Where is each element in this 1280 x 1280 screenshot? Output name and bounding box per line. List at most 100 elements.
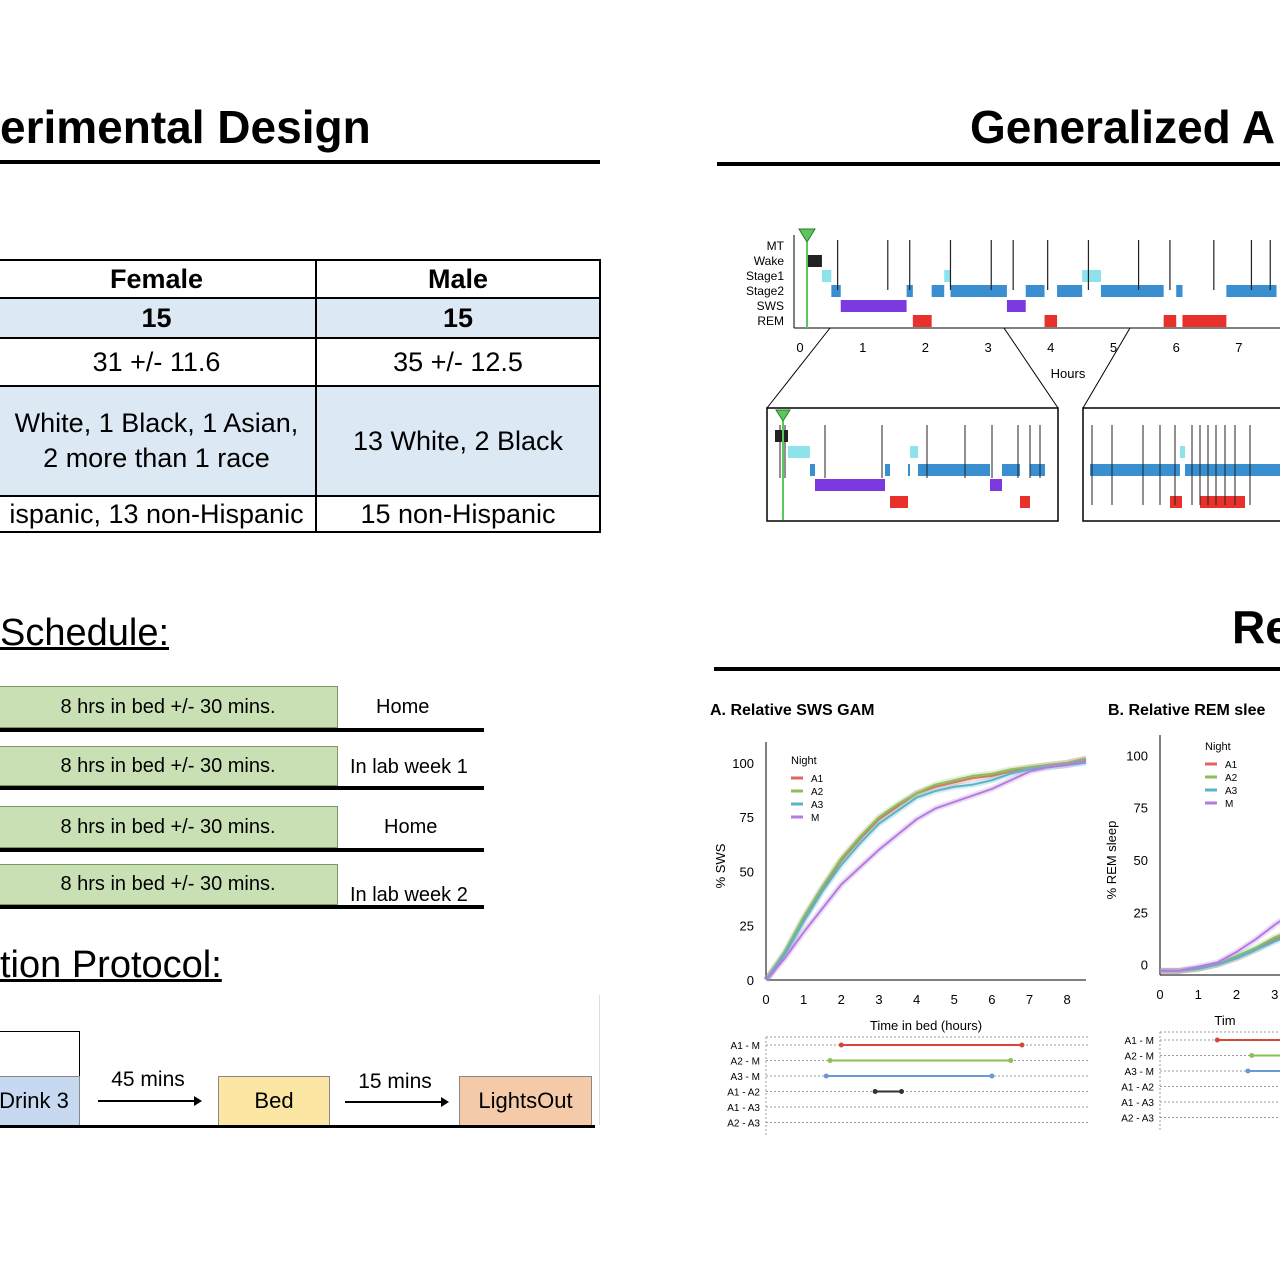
schedule-location-label: In lab week 2 (350, 884, 468, 906)
zoom-stage-segment (1090, 464, 1180, 476)
left-title-rule (0, 160, 600, 164)
x-tick-label: 6 (988, 992, 995, 1007)
zoom-stage-segment (910, 446, 918, 458)
y-tick-label: 50 (740, 864, 754, 879)
results-rule (714, 667, 1280, 671)
schedule-location-label: Home (384, 816, 438, 838)
stage-segment (1100, 285, 1164, 297)
series-line (1160, 919, 1280, 972)
y-tick-label: 75 (1134, 801, 1148, 816)
zoom-stage-segment (1185, 464, 1280, 476)
stage-segment (821, 270, 832, 282)
cell-male-age: 35 +/- 12.5 (315, 337, 601, 387)
cell-female-age: 31 +/- 11.6 (0, 337, 317, 387)
zoom-stage-segment (1002, 464, 1020, 476)
comparison-label: A1 - A2 (1121, 1083, 1154, 1094)
y-tick-label: 50 (1134, 853, 1148, 868)
comparison-start-point (1214, 1037, 1220, 1043)
zoom-stage-segment (890, 496, 908, 508)
hours-tick-label: 0 (796, 340, 803, 355)
series-ribbon (1160, 936, 1280, 974)
y-tick-label: 0 (1141, 958, 1148, 973)
header-female: Female (0, 259, 317, 299)
y-axis-label: % REM sleep (1104, 821, 1119, 900)
left-section-title: erimental Design (0, 101, 371, 153)
zoom-box-early (766, 407, 1059, 522)
legend-title: Night (1205, 741, 1231, 753)
legend-label: A2 (1225, 773, 1238, 784)
rem-gam-chart: B. Relative REM slee 0 25 50 75 100 0 1 2 3 Tim % R… (1104, 702, 1280, 1130)
zoom-guide (1082, 327, 1131, 409)
y-tick-label: 25 (740, 919, 754, 934)
cell-female-race: White, 1 Black, 1 Asian, 2 more than 1 r… (0, 385, 317, 497)
y-tick-label: 100 (732, 756, 754, 771)
stage-label: REM (757, 314, 784, 328)
zoom-stage-segment (990, 479, 1002, 491)
chart-title: B. Relative REM slee (1108, 702, 1266, 719)
results-title: Re (1232, 601, 1280, 653)
comparison-end-point (899, 1089, 905, 1094)
demographics-table: Female Male 15 15 31 +/- 11.6 35 +/- 12.… (0, 259, 601, 533)
hours-axis-label: Hours (1051, 366, 1086, 381)
protocol-heading: tion Protocol: (0, 944, 222, 986)
legend-label: A3 (1225, 786, 1238, 797)
x-tick-label: 8 (1064, 992, 1071, 1007)
zoom-stage-segment (788, 446, 810, 458)
legend-label: M (811, 813, 819, 824)
schedule-location-label: In lab week 1 (350, 756, 468, 778)
hours-tick-label: 1 (859, 340, 866, 355)
comparison-start-point (872, 1089, 878, 1094)
zoom-stage-segment (1200, 496, 1245, 508)
comparison-end-point (1019, 1042, 1025, 1048)
cell-female-ethnicity: ispanic, 13 non-Hispanic (0, 495, 317, 533)
zoom-stage-segment (1030, 464, 1045, 476)
comparison-start-point (827, 1058, 833, 1063)
stage-segment (912, 315, 932, 327)
schedule-bar: 8 hrs in bed +/- 30 mins. (0, 806, 338, 848)
legend-label: A1 (811, 774, 824, 785)
x-tick-label: 3 (1271, 987, 1278, 1002)
x-tick-label: 1 (1195, 987, 1202, 1002)
comparison-label: A1 - A3 (727, 1103, 760, 1114)
x-tick-label: 1 (800, 992, 807, 1007)
hours-tick-label: 4 (1047, 340, 1054, 355)
hours-tick-label: 5 (1110, 340, 1117, 355)
stage-label: MT (767, 239, 785, 253)
cell-male-race: 13 White, 2 Black (315, 385, 601, 497)
x-tick-label: 3 (875, 992, 882, 1007)
zoom-stage-segment (885, 464, 890, 476)
stage-segment (931, 285, 945, 297)
stage-segment (950, 285, 1007, 297)
cell-male-count: 15 (315, 297, 601, 339)
x-axis-label: Time in bed (hours) (870, 1018, 982, 1033)
stage-segment (806, 255, 822, 267)
x-axis-label: Tim (1214, 1013, 1235, 1028)
y-tick-label: 0 (747, 973, 754, 988)
stage-label: Wake (754, 254, 785, 268)
legend-title: Night (791, 755, 817, 767)
header-male: Male (315, 259, 601, 299)
stage-segment (1057, 285, 1083, 297)
schedule-bar: 8 hrs in bed +/- 30 mins. (0, 864, 338, 905)
stage-label: SWS (757, 299, 784, 313)
schedule-bar: 8 hrs in bed +/- 30 mins. (0, 686, 338, 728)
zoom-guide (766, 327, 831, 409)
drink-3-box: Drink 3 (0, 1076, 80, 1126)
zoom-stage-segment (815, 479, 885, 491)
comparison-start-point (1249, 1053, 1255, 1058)
gap-45-mins: 45 mins (111, 1068, 185, 1091)
stage-segment (1006, 300, 1026, 312)
comparison-start-point (823, 1073, 829, 1079)
schedule-divider (0, 728, 484, 732)
legend-label: A3 (811, 800, 824, 811)
stage-label: Stage2 (746, 284, 784, 298)
schedule-bar: 8 hrs in bed +/- 30 mins. (0, 746, 338, 786)
zoom-stage-segment (918, 464, 990, 476)
zoom-stage-segment (810, 464, 815, 476)
stage-segment (1226, 285, 1277, 297)
comparison-start-point (838, 1042, 844, 1048)
lightsout-box: LightsOut (459, 1076, 592, 1126)
zoom-stage-segment (1180, 446, 1185, 458)
comparison-end-point (989, 1073, 995, 1079)
